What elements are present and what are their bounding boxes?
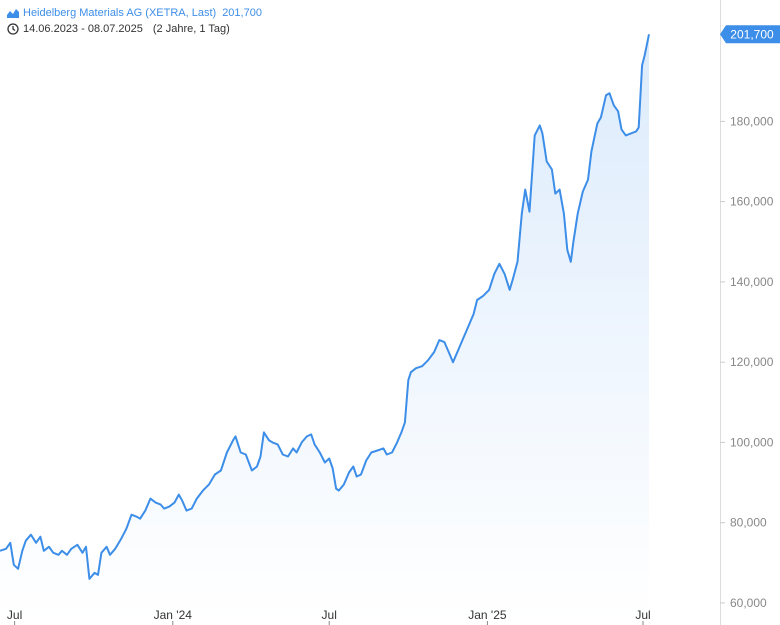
price-line [0,34,650,580]
price-area [0,34,649,620]
y-tick-label: 180,000 [730,114,774,128]
x-tick-label: Jul [322,608,337,622]
x-tick-label: Jan '24 [154,608,193,622]
y-tick-label: 100,000 [730,435,774,449]
area-chart-icon [6,7,19,20]
y-tick-label: 140,000 [730,275,774,289]
y-tick-label: 120,000 [730,355,774,369]
y-tick-label: 60,000 [730,596,767,610]
date-range: 14.06.2023 - 08.07.2025 [23,23,143,35]
legend-range-row: 14.06.2023 - 08.07.2025 (2 Jahre, 1 Tag) [6,21,262,37]
x-tick-label: Jan '25 [468,608,507,622]
x-tick-label: Jul [635,608,650,622]
last-value: 201,700 [222,7,262,19]
y-tick-label: 160,000 [730,195,774,209]
x-tick-label: Jul [7,608,22,622]
x-axis: Jul Jan '24 Jul Jan '25 Jul [7,608,651,625]
y-tick-label: 80,000 [730,516,767,530]
y-axis: 60,000 80,000 100,000 120,000 140,000 160,000… [720,114,774,610]
last-price-label: 201,700 [720,25,780,44]
last-price-text: 201,700 [730,27,774,41]
legend-instrument-row[interactable]: Heidelberg Materials AG (XETRA, Last) 20… [6,5,262,21]
chart-legend: Heidelberg Materials AG (XETRA, Last) 20… [6,5,262,37]
instrument-name: Heidelberg Materials AG (XETRA, Last) [23,7,217,19]
period-length: (2 Jahre, 1 Tag) [152,23,230,35]
clock-icon [6,23,19,36]
